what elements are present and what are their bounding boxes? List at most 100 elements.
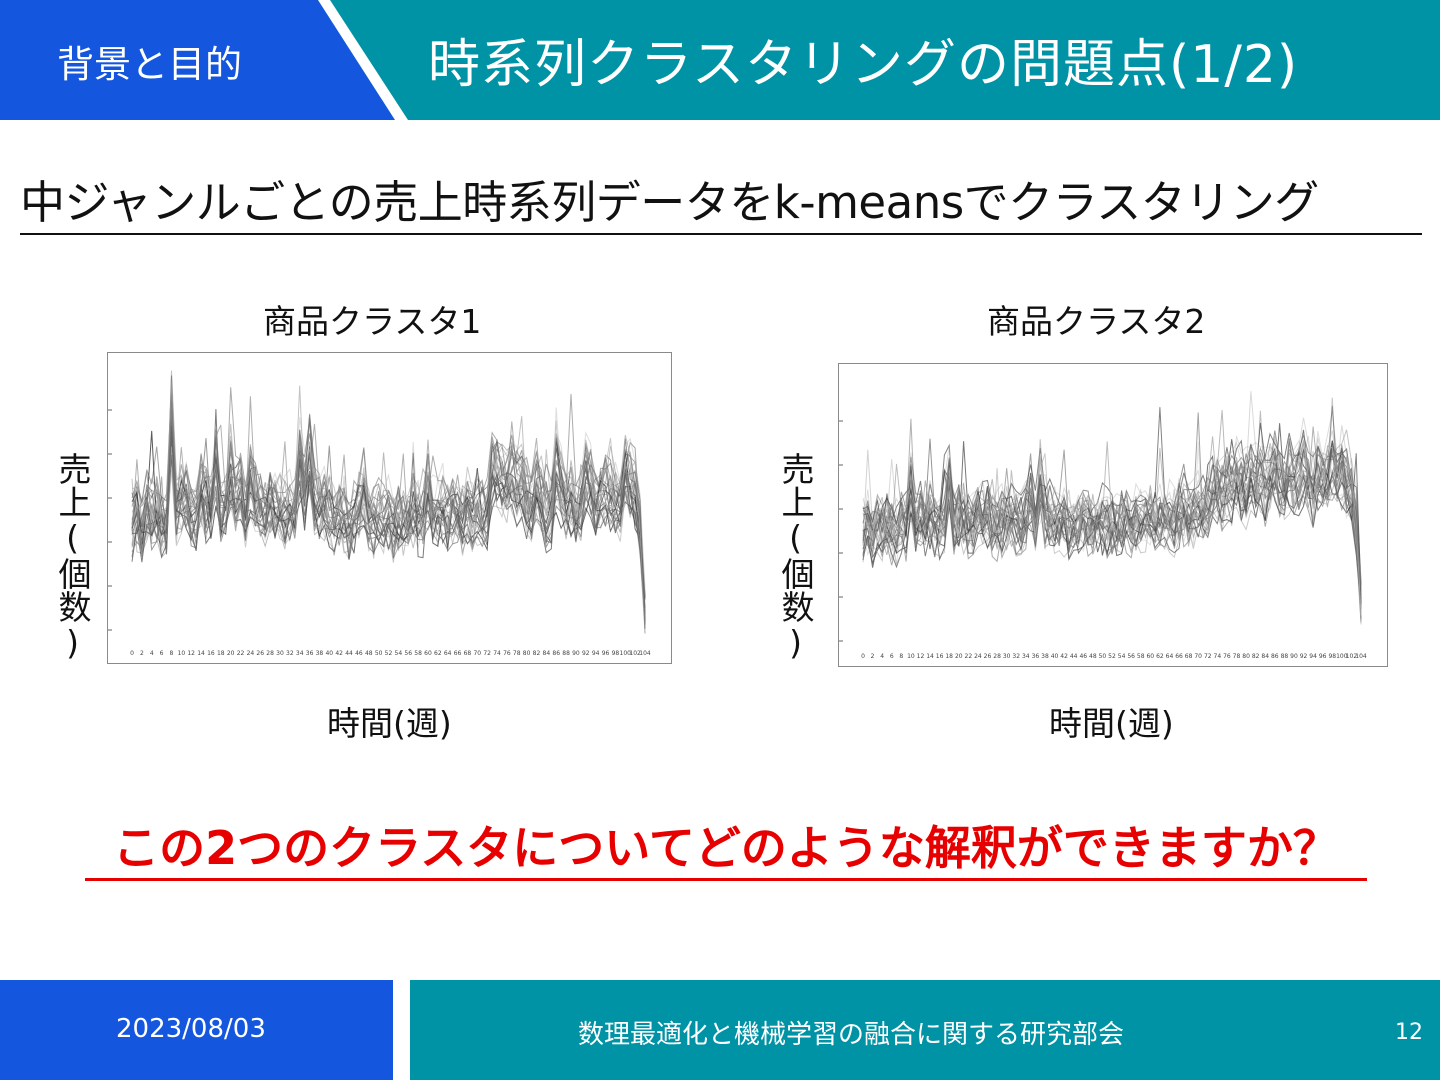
x-tick-label: 56 bbox=[1127, 653, 1135, 660]
x-tick-label: 58 bbox=[1137, 653, 1145, 660]
chart-2-title: 商品クラスタ2 bbox=[987, 302, 1206, 341]
x-tick-label: 46 bbox=[355, 650, 363, 657]
page-number: 12 bbox=[1395, 1020, 1423, 1045]
x-tick-label: 96 bbox=[1319, 653, 1327, 660]
x-tick-label: 52 bbox=[1108, 653, 1116, 660]
x-tick-label: 70 bbox=[1194, 653, 1202, 660]
x-tick-label: 62 bbox=[434, 650, 442, 657]
chart-1-plot: 0 2 4 6 8 10 12 14 16 18 20 22 24 26 28 30 32 34 36 38 40 42 4… bbox=[107, 352, 672, 664]
x-tick-label: 2 bbox=[140, 650, 144, 657]
series-line bbox=[862, 451, 1362, 607]
x-tick-label: 68 bbox=[464, 650, 472, 657]
x-tick-label: 0 bbox=[861, 653, 865, 660]
footer-date: 2023/08/03 bbox=[116, 1014, 266, 1044]
x-tick-label: 104 bbox=[639, 650, 651, 657]
x-tick-label: 84 bbox=[543, 650, 551, 657]
x-tick-label: 82 bbox=[1252, 653, 1260, 660]
x-tick-label: 42 bbox=[1060, 653, 1068, 660]
x-tick-label: 10 bbox=[907, 653, 915, 660]
x-tick-label: 18 bbox=[945, 653, 953, 660]
x-tick-label: 22 bbox=[237, 650, 245, 657]
x-tick-label: 54 bbox=[1118, 653, 1126, 660]
series-line bbox=[862, 391, 1362, 582]
x-tick-label: 14 bbox=[197, 650, 205, 657]
x-tick-label: 0 bbox=[130, 650, 134, 657]
series-line bbox=[862, 454, 1362, 605]
chart-1-title: 商品クラスタ1 bbox=[263, 302, 482, 341]
x-tick-label: 98 bbox=[1328, 653, 1336, 660]
x-tick-label: 20 bbox=[955, 653, 963, 660]
x-tick-label: 50 bbox=[375, 650, 383, 657]
x-tick-label: 82 bbox=[533, 650, 541, 657]
series-line bbox=[131, 433, 646, 634]
x-tick-label: 8 bbox=[899, 653, 903, 660]
x-tick-label: 86 bbox=[1271, 653, 1279, 660]
x-tick-label: 76 bbox=[503, 650, 511, 657]
x-tick-label: 36 bbox=[306, 650, 314, 657]
x-tick-label: 72 bbox=[1204, 653, 1212, 660]
x-tick-label: 38 bbox=[1041, 653, 1049, 660]
x-tick-label: 28 bbox=[266, 650, 274, 657]
slide-title: 時系列クラスタリングの問題点(1/2) bbox=[428, 35, 1299, 95]
x-tick-label: 78 bbox=[1233, 653, 1241, 660]
x-tick-label: 12 bbox=[187, 650, 195, 657]
series-line bbox=[131, 406, 646, 626]
x-tick-label: 10 bbox=[178, 650, 186, 657]
chart-1-xlabel: 時間(週) bbox=[327, 704, 452, 743]
x-tick-label: 16 bbox=[207, 650, 215, 657]
series-line bbox=[131, 393, 646, 629]
x-tick-label: 20 bbox=[227, 650, 235, 657]
x-tick-label: 34 bbox=[1022, 653, 1030, 660]
x-tick-label: 80 bbox=[1242, 653, 1250, 660]
chart-2-ylabel: 売上(個数) bbox=[776, 452, 815, 662]
x-tick-label: 36 bbox=[1032, 653, 1040, 660]
x-tick-label: 66 bbox=[1175, 653, 1183, 660]
x-tick-label: 4 bbox=[880, 653, 884, 660]
x-tick-label: 100 bbox=[620, 650, 632, 657]
x-tick-label: 6 bbox=[890, 653, 894, 660]
x-tick-label: 86 bbox=[552, 650, 560, 657]
x-tick-label: 62 bbox=[1156, 653, 1164, 660]
series-line bbox=[862, 410, 1362, 589]
x-tick-label: 94 bbox=[1309, 653, 1317, 660]
series-line bbox=[862, 405, 1362, 606]
line-chart-svg: 0 2 4 6 8 10 12 14 16 18 20 22 24 26 28 30 32 34 36 38 40 42 4… bbox=[108, 370, 651, 657]
x-tick-label: 94 bbox=[592, 650, 600, 657]
series-line bbox=[862, 436, 1362, 616]
x-tick-label: 34 bbox=[296, 650, 304, 657]
footer-date-panel bbox=[0, 980, 393, 1080]
x-tick-label: 80 bbox=[523, 650, 531, 657]
series-line bbox=[131, 393, 646, 594]
series-line bbox=[131, 425, 646, 608]
x-tick-label: 98 bbox=[612, 650, 620, 657]
x-tick-label: 92 bbox=[1300, 653, 1308, 660]
x-tick-label: 40 bbox=[325, 650, 333, 657]
series-line bbox=[862, 430, 1362, 586]
x-tick-label: 102 bbox=[1346, 653, 1358, 660]
x-tick-label: 88 bbox=[562, 650, 570, 657]
x-tick-label: 30 bbox=[276, 650, 284, 657]
x-tick-label: 96 bbox=[602, 650, 610, 657]
x-tick-label: 76 bbox=[1223, 653, 1231, 660]
x-tick-label: 104 bbox=[1355, 653, 1367, 660]
x-tick-label: 92 bbox=[582, 650, 590, 657]
x-tick-label: 18 bbox=[217, 650, 225, 657]
x-tick-label: 22 bbox=[965, 653, 973, 660]
x-tick-label: 26 bbox=[256, 650, 264, 657]
x-tick-label: 64 bbox=[1166, 653, 1174, 660]
x-tick-label: 50 bbox=[1099, 653, 1107, 660]
x-tick-label: 78 bbox=[513, 650, 521, 657]
x-tick-label: 32 bbox=[1012, 653, 1020, 660]
x-tick-label: 70 bbox=[473, 650, 481, 657]
x-tick-label: 12 bbox=[917, 653, 925, 660]
x-tick-label: 48 bbox=[365, 650, 373, 657]
x-tick-label: 84 bbox=[1261, 653, 1269, 660]
series-line bbox=[862, 410, 1362, 606]
section-tab bbox=[0, 0, 395, 120]
slide-subtitle: 中ジャンルごとの売上時系列データをk-meansでクラスタリング bbox=[20, 166, 1422, 235]
series-line bbox=[862, 418, 1362, 590]
line-chart-svg: 0 2 4 6 8 10 12 14 16 18 20 22 24 26 28 30 32 34 36 38 40 42 4… bbox=[839, 391, 1367, 660]
x-tick-label: 68 bbox=[1185, 653, 1193, 660]
x-tick-label: 58 bbox=[414, 650, 422, 657]
x-tick-label: 24 bbox=[974, 653, 982, 660]
